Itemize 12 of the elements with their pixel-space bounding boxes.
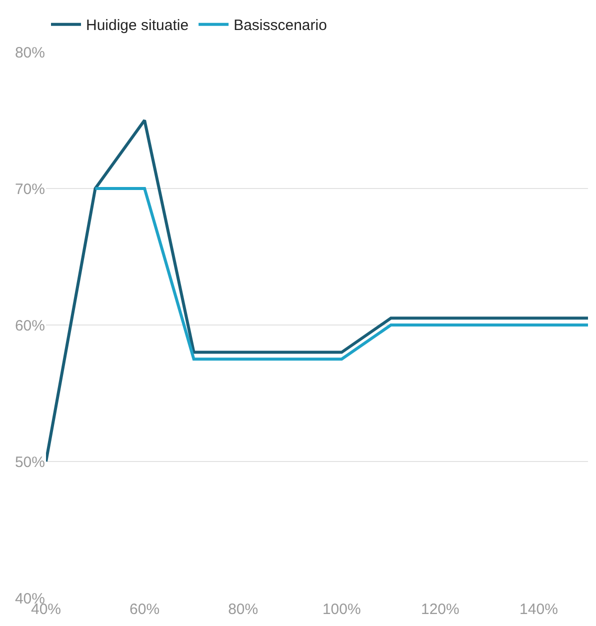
y-tick-label: 50%	[14, 454, 45, 471]
x-tick-label: 60%	[130, 601, 160, 618]
x-tick-label: 140%	[520, 601, 558, 618]
legend-label: Basisscenario	[234, 17, 327, 34]
legend-label: Huidige situatie	[86, 17, 189, 34]
y-tick-label: 70%	[14, 180, 45, 198]
x-tick-label: 120%	[420, 601, 460, 618]
line-series	[46, 118, 588, 463]
x-tick-label: 100%	[322, 601, 361, 618]
x-tick-label: 80%	[228, 601, 258, 618]
y-tick-label: 80%	[14, 44, 45, 62]
y-tick-label: 60%	[14, 317, 45, 334]
